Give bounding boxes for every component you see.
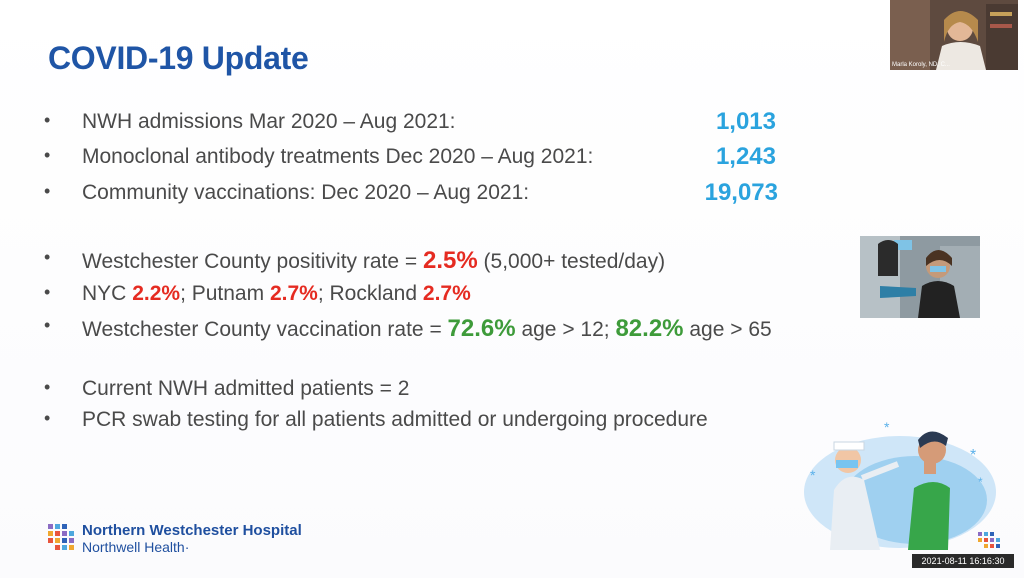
bullet: • (44, 110, 51, 130)
putnam-label: ; Putnam (180, 282, 270, 305)
testing-illustration: * * * * (800, 419, 1000, 550)
hospital-logo-mark-icon (48, 524, 74, 550)
rockland-label: ; Rockland (317, 282, 423, 305)
vaccination-prefix: Westchester County vaccination rate = (82, 318, 448, 341)
nyc-rate: 2.2% (132, 282, 181, 305)
stat-label: Community vaccinations: Dec 2020 – Aug 2… (82, 181, 530, 204)
vaccination-photo (860, 236, 980, 318)
hospital-name: Northern Westchester Hospital (82, 522, 302, 539)
slide-title: COVID-19 Update (48, 40, 309, 76)
stat-value: 19,073 (704, 179, 778, 206)
svg-text:*: * (978, 475, 983, 489)
bullet: • (44, 377, 51, 397)
webcam-video[interactable]: Marla Koroly, ND, C... (890, 0, 1018, 70)
current-patients-text: Current NWH admitted patients = 2 (82, 377, 410, 400)
putnam-rate: 2.7% (269, 282, 318, 305)
health-network-name: Northwell Health· (82, 539, 190, 555)
nyc-label: NYC (82, 282, 133, 305)
bullet: • (44, 408, 51, 428)
positivity-rate: 2.5% (423, 247, 478, 274)
vaccination-suffix: age > 65 (683, 318, 772, 341)
stat-label: Monoclonal antibody treatments Dec 2020 … (82, 145, 594, 168)
svg-text:*: * (970, 447, 976, 464)
bullet: • (44, 247, 51, 267)
vaccination-rate-12: 72.6% (447, 315, 516, 342)
participant-name-label: Marla Koroly, ND, C... (892, 62, 950, 68)
bullet: • (44, 181, 51, 201)
hospital-logo: Northern Westchester Hospital Northwell … (48, 522, 302, 559)
rockland-rate: 2.7% (422, 282, 471, 305)
positivity-suffix: (5,000+ tested/day) (477, 250, 666, 273)
stat-value: 1,243 (715, 143, 776, 170)
stat-label: NWH admissions Mar 2020 – Aug 2021: (82, 110, 456, 133)
positivity-prefix: Westchester County positivity rate = (82, 250, 424, 273)
bullet: • (44, 282, 51, 302)
stat-value: 1,013 (715, 108, 776, 135)
pcr-text: PCR swab testing for all patients admitt… (82, 408, 708, 431)
recording-timestamp: 2021-08-11 16:16:30 (912, 554, 1014, 568)
vaccination-rate-65: 82.2% (615, 315, 684, 342)
svg-text:*: * (884, 420, 890, 435)
vaccination-mid: age > 12; (515, 318, 616, 341)
svg-text:*: * (810, 467, 816, 483)
bullet: • (44, 315, 51, 335)
grid-logo-icon (978, 532, 1006, 559)
bullet: • (44, 145, 51, 165)
